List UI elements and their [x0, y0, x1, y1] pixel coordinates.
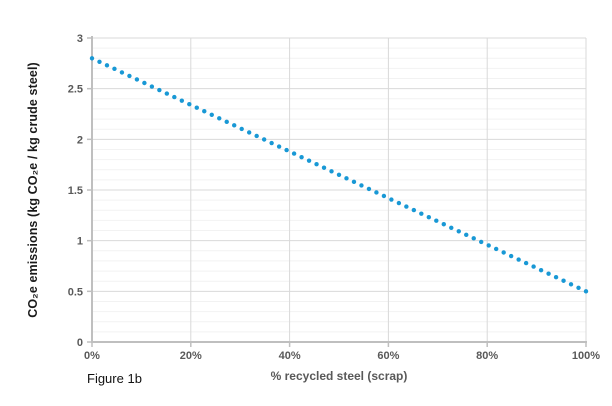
x-tick-label: 0% [84, 350, 100, 362]
data-dot [359, 183, 364, 188]
x-tick-label: 80% [476, 350, 498, 362]
x-tick-label: 40% [279, 350, 301, 362]
data-dot [329, 169, 334, 174]
data-dot [291, 151, 297, 156]
data-dot [411, 207, 417, 213]
data-dot [553, 275, 559, 280]
data-dot [561, 278, 566, 283]
data-dot [531, 264, 536, 269]
data-dot [261, 137, 267, 142]
x-axis-title: % recycled steel (scrap) [270, 369, 408, 383]
data-dot [104, 63, 110, 68]
data-dot [576, 285, 581, 290]
data-dot [112, 66, 117, 72]
data-dot [508, 253, 514, 259]
data-dot [179, 98, 185, 103]
data-dot [209, 112, 214, 117]
data-dot [172, 94, 177, 100]
data-dot [149, 84, 155, 89]
data-dot [516, 257, 521, 262]
data-dot [217, 116, 222, 121]
data-dot [396, 200, 402, 206]
data-dot [366, 186, 372, 192]
x-tick-label: 60% [377, 350, 399, 362]
data-dot [299, 154, 304, 160]
data-dot [119, 70, 125, 75]
data-dot [434, 218, 439, 223]
data-dot [486, 243, 491, 248]
y-tick-label: 3 [77, 33, 83, 45]
data-dot [336, 172, 342, 177]
data-dot [202, 109, 207, 114]
figure-caption: Figure 1b [87, 371, 142, 386]
data-dot [501, 250, 506, 255]
data-dot [389, 197, 394, 202]
data-dot [269, 140, 274, 146]
data-dot [232, 123, 237, 128]
data-dot [344, 176, 349, 181]
data-dot [306, 158, 312, 163]
data-dot [239, 126, 244, 132]
data-dot [426, 214, 432, 220]
data-dot [276, 144, 282, 149]
y-tick-label: 0.5 [68, 286, 83, 298]
data-dot [284, 147, 289, 153]
data-dot [381, 193, 387, 199]
data-dot [404, 204, 409, 209]
data-dot [449, 225, 454, 230]
data-dot [441, 222, 446, 227]
data-dot [134, 77, 140, 82]
data-dot [464, 232, 469, 238]
data-dot [224, 119, 229, 125]
x-tick-label: 20% [180, 350, 202, 362]
data-dot [538, 267, 544, 273]
data-dot [351, 179, 357, 185]
data-dot [97, 59, 102, 64]
data-dot [471, 236, 476, 241]
x-tick-label: 100% [572, 350, 600, 362]
data-dot [419, 211, 424, 216]
data-dot [142, 80, 147, 86]
data-dot [583, 289, 589, 294]
data-dot [456, 229, 461, 234]
data-dot [321, 165, 327, 170]
data-dot [568, 282, 574, 287]
data-dot [254, 133, 259, 139]
y-axis-title: CO₂e emissions (kg CO₂e / kg crude steel… [26, 62, 40, 318]
data-dot [493, 246, 499, 252]
y-tick-label: 1 [77, 236, 83, 248]
data-dot [187, 101, 192, 107]
data-dot [374, 190, 379, 195]
data-dot [314, 162, 319, 167]
data-dot [127, 73, 132, 79]
data-dot [164, 91, 170, 96]
y-tick-label: 2 [77, 134, 83, 146]
data-dot [194, 105, 199, 110]
data-dot [157, 87, 162, 93]
data-dot [546, 271, 551, 276]
data-dot [479, 239, 484, 245]
y-tick-label: 0 [77, 337, 83, 349]
data-dot [523, 260, 529, 266]
y-tick-label: 1.5 [68, 185, 83, 197]
data-dot [89, 56, 95, 61]
y-tick-label: 2.5 [68, 84, 83, 96]
data-dot [246, 130, 252, 135]
